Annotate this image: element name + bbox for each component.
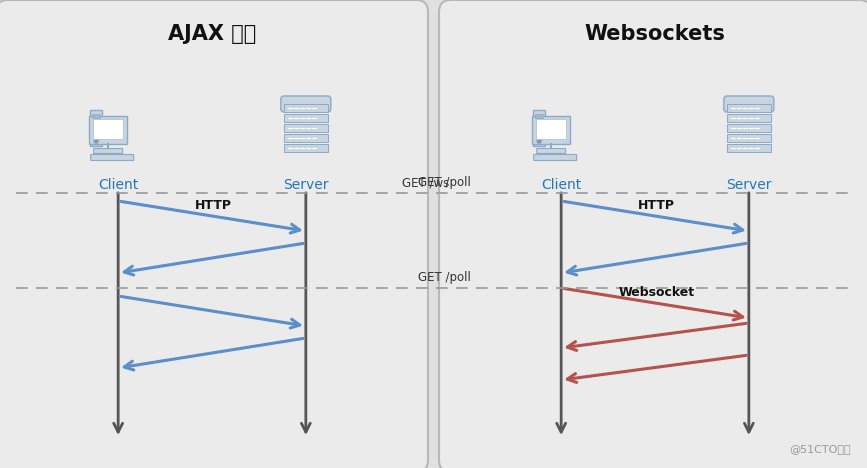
- Text: Websockets: Websockets: [584, 24, 726, 44]
- Text: Server: Server: [284, 178, 329, 192]
- FancyBboxPatch shape: [284, 114, 328, 122]
- FancyBboxPatch shape: [91, 154, 134, 161]
- FancyBboxPatch shape: [727, 134, 771, 142]
- FancyBboxPatch shape: [727, 104, 771, 112]
- FancyBboxPatch shape: [532, 116, 570, 144]
- Text: Client: Client: [98, 178, 138, 192]
- FancyBboxPatch shape: [439, 0, 867, 468]
- FancyBboxPatch shape: [533, 110, 545, 146]
- FancyBboxPatch shape: [727, 144, 771, 152]
- FancyBboxPatch shape: [90, 110, 102, 146]
- Text: @51CTO博客: @51CTO博客: [789, 444, 851, 454]
- Circle shape: [95, 139, 98, 143]
- FancyBboxPatch shape: [284, 134, 328, 142]
- Text: HTTP: HTTP: [638, 198, 675, 212]
- FancyBboxPatch shape: [534, 154, 577, 161]
- FancyBboxPatch shape: [92, 114, 101, 118]
- FancyBboxPatch shape: [284, 104, 328, 112]
- FancyBboxPatch shape: [727, 124, 771, 132]
- FancyBboxPatch shape: [284, 144, 328, 152]
- FancyBboxPatch shape: [284, 124, 328, 132]
- Text: Server: Server: [726, 178, 772, 192]
- Text: Client: Client: [541, 178, 581, 192]
- FancyBboxPatch shape: [281, 96, 331, 112]
- FancyBboxPatch shape: [727, 114, 771, 122]
- FancyBboxPatch shape: [535, 114, 543, 118]
- FancyBboxPatch shape: [537, 148, 565, 154]
- FancyBboxPatch shape: [94, 148, 122, 154]
- Text: AJAX 轮询: AJAX 轮询: [168, 24, 256, 44]
- FancyBboxPatch shape: [536, 119, 566, 139]
- FancyBboxPatch shape: [724, 96, 774, 112]
- Text: HTTP: HTTP: [195, 198, 232, 212]
- Circle shape: [538, 139, 541, 143]
- Text: GET /ws: GET /ws: [401, 176, 449, 189]
- Text: GET /poll: GET /poll: [418, 271, 471, 284]
- Text: GET /poll: GET /poll: [418, 176, 471, 189]
- FancyBboxPatch shape: [0, 0, 428, 468]
- FancyBboxPatch shape: [93, 119, 123, 139]
- FancyBboxPatch shape: [89, 116, 127, 144]
- Text: Websocket: Websocket: [619, 285, 694, 299]
